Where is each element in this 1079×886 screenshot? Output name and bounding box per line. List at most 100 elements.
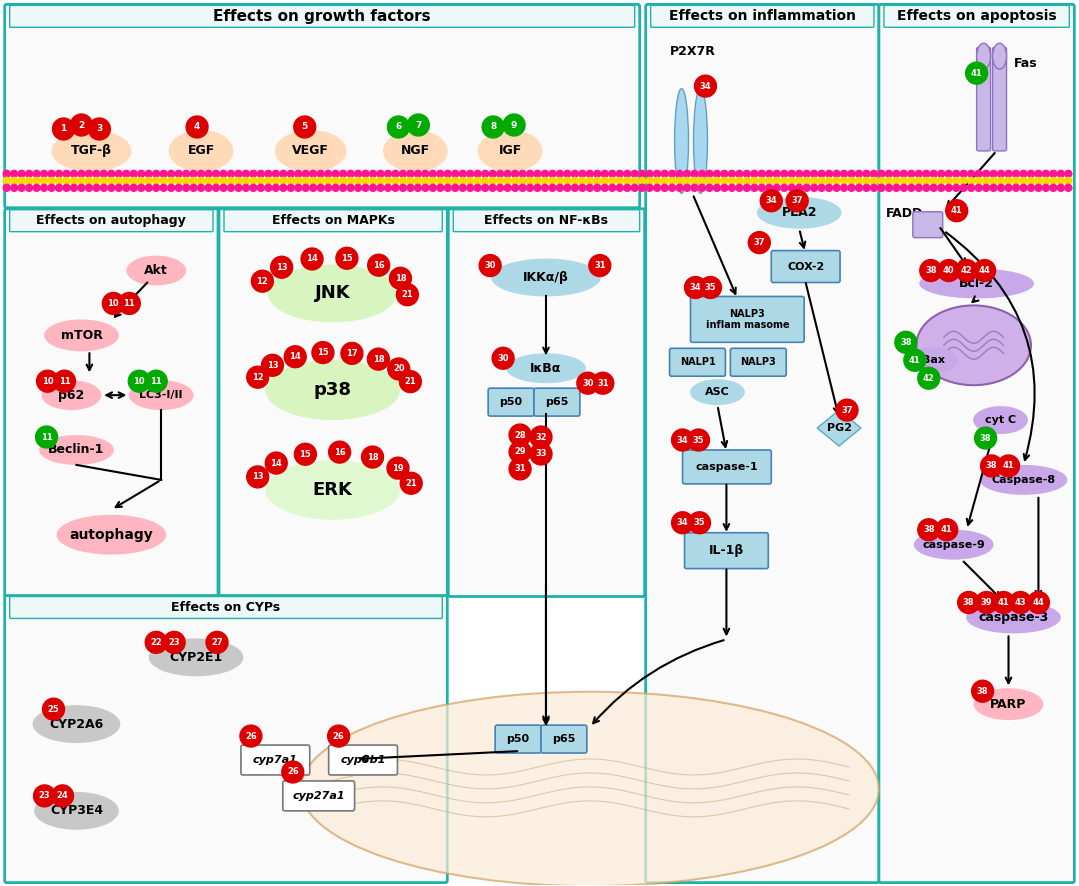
Circle shape — [414, 184, 422, 191]
Circle shape — [818, 184, 825, 191]
Circle shape — [131, 177, 137, 184]
Circle shape — [336, 247, 358, 269]
Circle shape — [1065, 170, 1071, 177]
Circle shape — [70, 184, 78, 191]
Circle shape — [18, 184, 25, 191]
Text: 26: 26 — [245, 732, 257, 741]
Circle shape — [467, 184, 474, 191]
Circle shape — [325, 177, 331, 184]
Circle shape — [966, 62, 987, 84]
Circle shape — [787, 190, 808, 212]
Circle shape — [907, 184, 915, 191]
Text: P2X7R: P2X7R — [670, 44, 715, 58]
FancyBboxPatch shape — [488, 388, 534, 416]
Circle shape — [128, 370, 150, 392]
Circle shape — [474, 170, 481, 177]
Circle shape — [907, 177, 915, 184]
Circle shape — [698, 170, 706, 177]
Circle shape — [972, 680, 994, 703]
Circle shape — [287, 184, 295, 191]
Text: 37: 37 — [791, 197, 803, 206]
Text: p38: p38 — [314, 381, 352, 400]
Text: 6: 6 — [395, 122, 401, 131]
Ellipse shape — [916, 306, 1030, 385]
Circle shape — [153, 177, 160, 184]
Circle shape — [930, 184, 938, 191]
Circle shape — [347, 177, 354, 184]
Circle shape — [88, 118, 110, 140]
Text: 26: 26 — [332, 732, 344, 741]
Circle shape — [317, 177, 324, 184]
FancyBboxPatch shape — [10, 5, 634, 27]
Circle shape — [736, 170, 742, 177]
Circle shape — [759, 184, 765, 191]
Text: 37: 37 — [753, 238, 765, 247]
Text: ERK: ERK — [313, 481, 353, 499]
Circle shape — [325, 170, 331, 177]
Text: 9: 9 — [510, 120, 517, 129]
Circle shape — [960, 184, 967, 191]
Circle shape — [41, 184, 47, 191]
Circle shape — [577, 372, 599, 394]
Circle shape — [11, 177, 17, 184]
Circle shape — [70, 114, 93, 136]
Text: 39: 39 — [981, 598, 993, 607]
Circle shape — [387, 358, 410, 380]
Circle shape — [904, 349, 926, 371]
Circle shape — [534, 177, 541, 184]
Circle shape — [481, 177, 489, 184]
Circle shape — [677, 184, 683, 191]
Text: ASC: ASC — [705, 387, 729, 397]
Circle shape — [310, 177, 317, 184]
FancyBboxPatch shape — [683, 450, 771, 484]
Circle shape — [684, 170, 691, 177]
Circle shape — [743, 170, 750, 177]
Circle shape — [919, 260, 942, 282]
Text: 3: 3 — [96, 125, 103, 134]
Ellipse shape — [973, 406, 1028, 434]
Circle shape — [938, 184, 945, 191]
Circle shape — [363, 177, 369, 184]
Text: caspase-1: caspase-1 — [696, 462, 759, 472]
Text: PG2: PG2 — [827, 423, 851, 433]
Circle shape — [138, 184, 145, 191]
Circle shape — [1035, 177, 1042, 184]
Circle shape — [377, 184, 384, 191]
Circle shape — [167, 177, 175, 184]
Circle shape — [146, 632, 167, 653]
FancyBboxPatch shape — [993, 47, 1007, 151]
Circle shape — [743, 177, 750, 184]
Circle shape — [684, 184, 691, 191]
Circle shape — [856, 177, 862, 184]
Text: 11: 11 — [58, 377, 70, 385]
Circle shape — [810, 177, 818, 184]
Circle shape — [399, 370, 421, 392]
Text: 29: 29 — [515, 447, 525, 456]
Text: PLA2: PLA2 — [781, 206, 817, 219]
Text: 35: 35 — [694, 518, 706, 527]
Circle shape — [492, 347, 514, 369]
Text: 14: 14 — [289, 353, 301, 361]
Circle shape — [481, 184, 489, 191]
Circle shape — [251, 270, 273, 292]
Circle shape — [893, 177, 900, 184]
Text: 21: 21 — [405, 377, 416, 386]
Circle shape — [70, 177, 78, 184]
Circle shape — [713, 177, 721, 184]
Circle shape — [713, 184, 721, 191]
Text: 41: 41 — [909, 356, 920, 365]
Circle shape — [131, 170, 137, 177]
Text: 38: 38 — [962, 598, 974, 607]
Circle shape — [945, 177, 952, 184]
Circle shape — [3, 170, 10, 177]
Circle shape — [26, 177, 32, 184]
Circle shape — [186, 116, 208, 138]
Circle shape — [863, 184, 870, 191]
Circle shape — [347, 170, 354, 177]
Circle shape — [549, 184, 556, 191]
Text: 13: 13 — [276, 263, 287, 272]
Circle shape — [833, 184, 841, 191]
Text: 38: 38 — [980, 433, 992, 442]
Circle shape — [55, 170, 63, 177]
Circle shape — [1010, 592, 1032, 613]
